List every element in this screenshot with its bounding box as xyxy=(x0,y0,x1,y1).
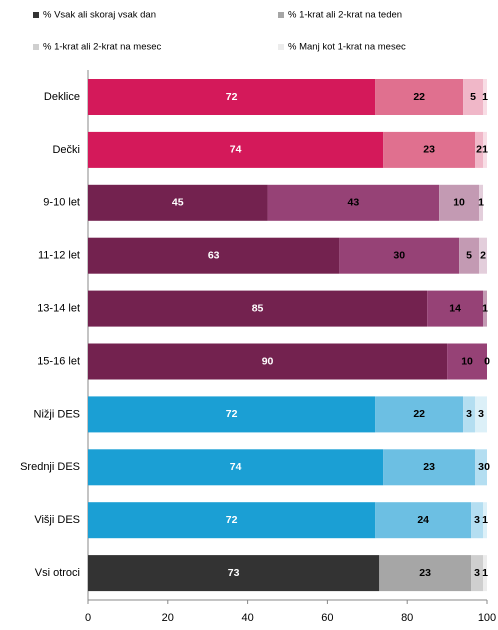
legend-swatch xyxy=(278,44,284,50)
x-tick-label: 0 xyxy=(85,612,91,624)
value-label: 0 xyxy=(484,355,490,367)
value-label: 24 xyxy=(417,514,429,526)
x-tick-label: 40 xyxy=(241,612,253,624)
bar-segment xyxy=(88,449,384,486)
legend-label: % Vsak ali skoraj vsak dan xyxy=(43,10,156,21)
bar-segment xyxy=(427,290,484,327)
bar-segment xyxy=(475,449,487,486)
value-label: 23 xyxy=(419,567,431,579)
bar-segment xyxy=(483,131,487,168)
category-label: Višji DES xyxy=(34,514,80,526)
bar-segment xyxy=(375,79,464,115)
value-label: 3 xyxy=(466,408,472,420)
value-label: 10 xyxy=(461,355,473,367)
bar-segment xyxy=(439,184,480,221)
x-tick-label: 20 xyxy=(162,612,174,624)
value-label: 63 xyxy=(208,249,220,261)
legend-swatch xyxy=(33,44,39,50)
value-label: 74 xyxy=(230,144,242,156)
value-label: 1 xyxy=(482,567,488,579)
bar-segment xyxy=(375,502,472,539)
bar-segment xyxy=(88,555,380,592)
bar-segment xyxy=(459,237,480,274)
bar-segment xyxy=(479,237,487,274)
bar-segment xyxy=(88,237,340,274)
value-label: 5 xyxy=(466,249,472,261)
value-label: 1 xyxy=(482,144,488,156)
value-label: 74 xyxy=(230,461,242,473)
legend-label: % 1-krat ali 2-krat na teden xyxy=(288,10,402,21)
value-label: 22 xyxy=(413,91,425,103)
category-label: Nižji DES xyxy=(34,408,80,420)
bar-segment xyxy=(88,79,376,115)
value-label: 5 xyxy=(470,91,476,103)
bar-segment xyxy=(88,184,268,221)
value-label: 0 xyxy=(484,461,490,473)
value-label: 72 xyxy=(226,91,238,103)
x-tick-label: 80 xyxy=(401,612,413,624)
value-label: 10 xyxy=(453,197,465,209)
value-label: 3 xyxy=(474,567,480,579)
value-label: 14 xyxy=(449,302,461,314)
value-label: 23 xyxy=(423,461,435,473)
bar-segment xyxy=(447,343,487,380)
value-label: 3 xyxy=(478,461,484,473)
category-label: 9-10 let xyxy=(43,197,80,209)
value-label: 90 xyxy=(262,355,274,367)
legend-swatch xyxy=(278,12,284,18)
bar-segment xyxy=(463,396,476,433)
bar-segment xyxy=(475,396,487,433)
legend-swatch xyxy=(33,12,39,18)
value-label: 43 xyxy=(347,197,359,209)
bar-segment xyxy=(475,131,484,168)
category-label: Deklice xyxy=(44,91,80,103)
bar-segment xyxy=(88,290,428,327)
value-label: 72 xyxy=(226,514,238,526)
value-label: 1 xyxy=(482,302,488,314)
x-tick-label: 60 xyxy=(321,612,333,624)
bar-segment xyxy=(88,396,376,433)
value-label: 30 xyxy=(393,249,405,261)
value-label: 2 xyxy=(476,144,482,156)
value-label: 22 xyxy=(413,408,425,420)
category-label: Srednji DES xyxy=(20,461,80,473)
category-label: Vsi otroci xyxy=(35,567,80,579)
bar-segment xyxy=(88,502,376,539)
bar-segment xyxy=(483,79,487,115)
value-label: 3 xyxy=(478,408,484,420)
bar-segment xyxy=(471,555,484,592)
bar-segment xyxy=(88,131,384,168)
category-label: 11-12 let xyxy=(38,250,80,262)
bar-segment xyxy=(483,555,487,592)
legend-label: % 1-krat ali 2-krat na mesec xyxy=(43,42,162,53)
bar-segment xyxy=(463,79,484,115)
value-label: 73 xyxy=(228,567,240,579)
bar-segment xyxy=(383,131,476,168)
value-label: 45 xyxy=(172,197,184,209)
category-label: 13-14 let xyxy=(37,303,80,315)
value-label: 1 xyxy=(478,197,484,209)
bar-segment xyxy=(471,502,484,539)
value-label: 23 xyxy=(423,144,435,156)
value-label: 85 xyxy=(252,302,264,314)
bar-segment xyxy=(483,502,487,539)
bar-segment xyxy=(383,449,476,486)
bar-segment xyxy=(339,237,460,274)
value-label: 1 xyxy=(482,514,488,526)
bar-segment xyxy=(267,184,440,221)
x-tick-label: 100 xyxy=(478,612,496,624)
value-label: 72 xyxy=(226,408,238,420)
value-label: 2 xyxy=(480,249,486,261)
value-label: 3 xyxy=(474,514,480,526)
bar-segment xyxy=(479,184,484,221)
legend-label: % Manj kot 1-krat na mesec xyxy=(288,42,406,53)
value-label: 1 xyxy=(482,91,488,103)
bar-segment xyxy=(88,343,448,380)
bar-segment xyxy=(379,555,472,592)
bar-segment xyxy=(375,396,464,433)
category-label: 15-16 let xyxy=(37,355,80,367)
category-label: Dečki xyxy=(52,144,80,156)
bar-segment xyxy=(483,290,487,327)
